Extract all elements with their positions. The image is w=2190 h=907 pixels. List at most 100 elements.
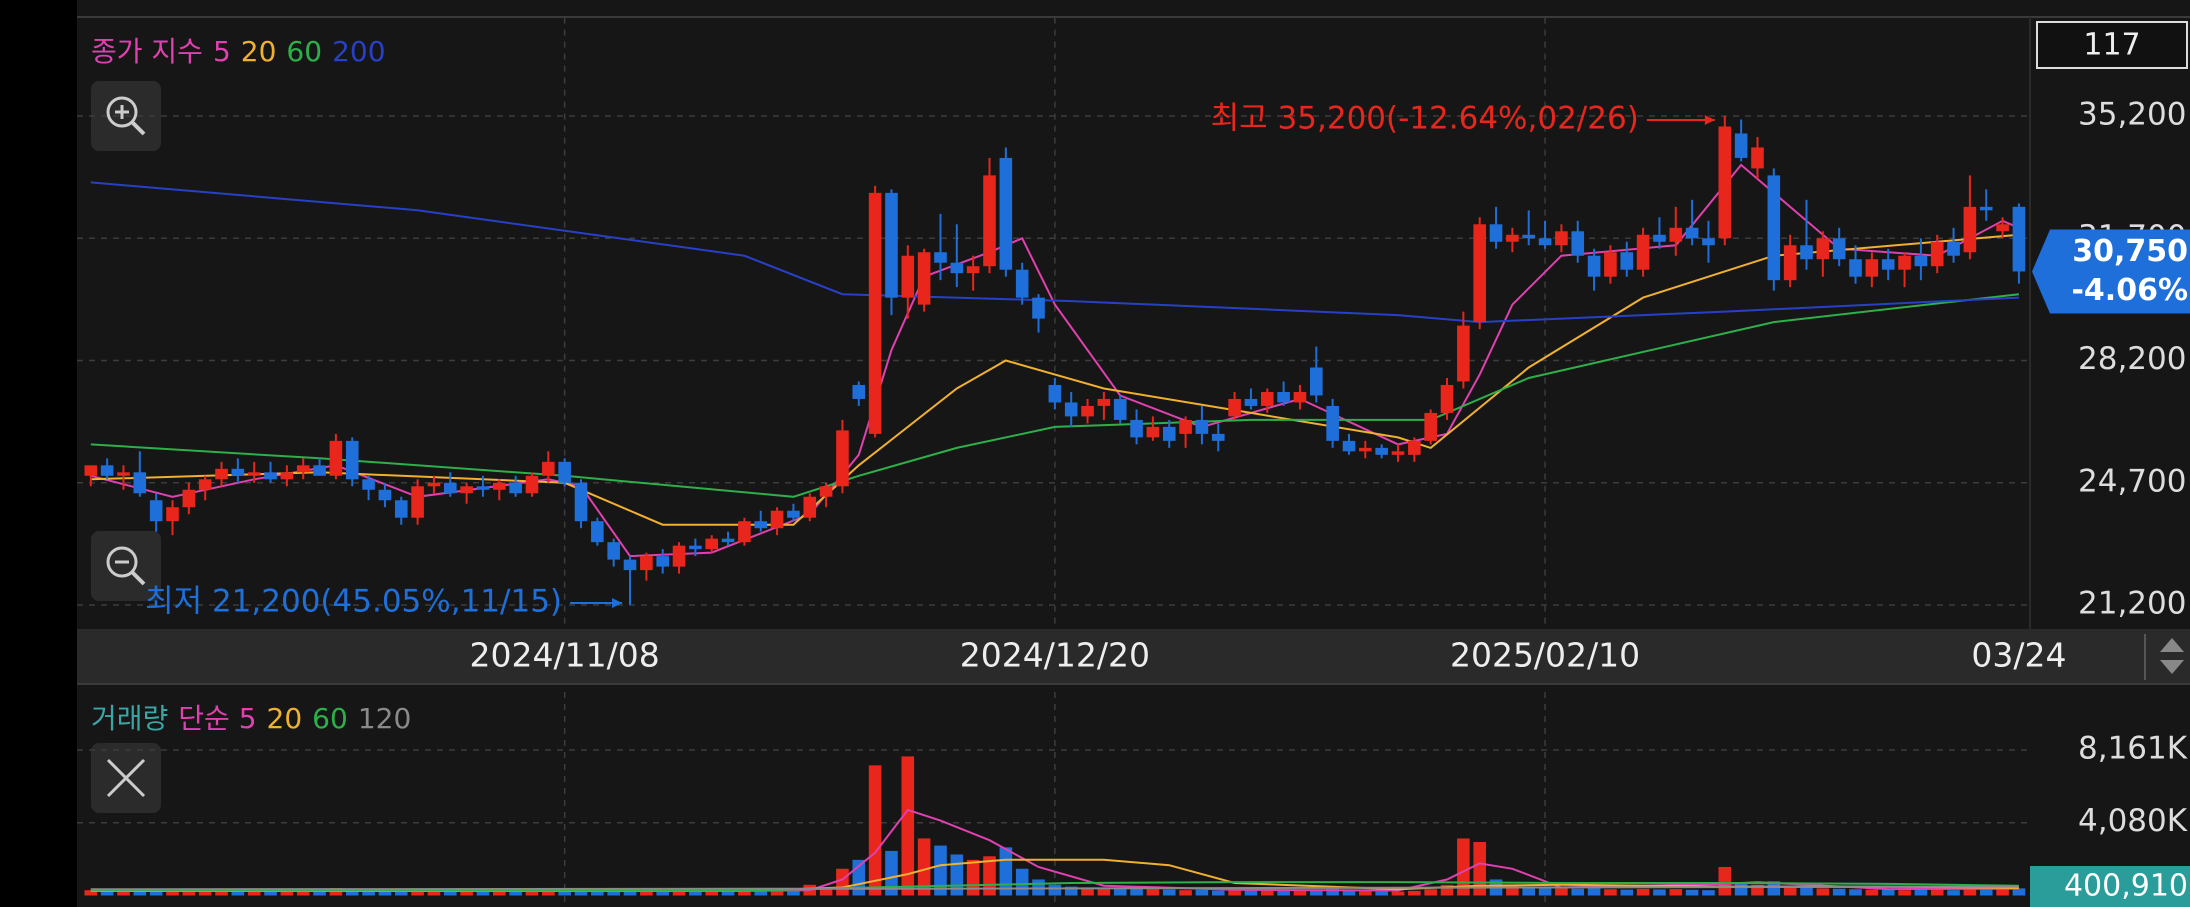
volume-bar	[1310, 889, 1323, 896]
volume-bar	[313, 890, 326, 896]
candle-body	[1702, 238, 1715, 246]
volume-bar	[917, 838, 931, 896]
candle-body	[1113, 398, 1127, 420]
candle-body	[1800, 245, 1813, 260]
volume-bar	[460, 891, 473, 896]
volume-bar	[280, 891, 294, 896]
volume-bar	[394, 890, 408, 896]
volume-bar	[1914, 889, 1928, 896]
candle-body	[1162, 426, 1176, 441]
volume-bar	[1228, 889, 1241, 896]
volume-bar	[1620, 889, 1634, 896]
candle-body	[1538, 238, 1552, 246]
candle-body	[1620, 252, 1634, 270]
candle-body	[1898, 255, 1911, 270]
candle-body	[264, 472, 277, 480]
scroll-up[interactable]	[2160, 638, 2184, 652]
candle-body	[803, 496, 817, 518]
candle-body	[296, 465, 310, 473]
candle-body	[329, 440, 343, 476]
volume-panel	[77, 684, 2190, 907]
candle-body	[640, 556, 653, 571]
candle-body	[574, 482, 588, 522]
scroll-down[interactable]	[2160, 660, 2184, 674]
candle-body	[1506, 234, 1519, 242]
volume-bar	[1097, 888, 1111, 896]
candle-body	[1653, 234, 1666, 242]
candle-body	[443, 482, 457, 494]
candle-body	[1604, 252, 1617, 277]
volume-bar	[411, 890, 424, 896]
close-volume-button[interactable]	[91, 743, 161, 813]
candle-body	[558, 461, 571, 483]
candle-body	[247, 472, 261, 476]
candle-body	[1832, 238, 1846, 260]
candle-body	[1277, 391, 1290, 403]
volume-bar	[558, 890, 571, 896]
candle-body	[1979, 206, 1993, 211]
candle-body	[1457, 325, 1470, 382]
candle-body	[1587, 255, 1601, 277]
scroll-widget[interactable]	[2144, 634, 2184, 680]
candle-body	[1816, 238, 1830, 260]
candle-body	[166, 507, 179, 522]
volume-bar	[1506, 884, 1519, 896]
candle-body	[1228, 398, 1241, 417]
candle-body	[1179, 419, 1192, 434]
volume-bar	[1963, 888, 1977, 896]
candle-body	[1930, 241, 1944, 267]
candle-body	[1081, 405, 1094, 417]
legend: 종가 지수 5 20 60 200	[91, 35, 386, 68]
candle-body	[1571, 231, 1585, 256]
candle-body	[1489, 224, 1503, 242]
x-tick-label: 2024/12/20	[960, 636, 1150, 675]
legend-entry: 20	[267, 702, 303, 735]
volume-bar	[868, 765, 882, 896]
icon	[130, 570, 146, 586]
candle-body	[1342, 440, 1356, 452]
candle-body	[721, 538, 735, 543]
legend: 거래량 단순 5 20 60 120	[91, 702, 411, 735]
volume-bar	[1653, 889, 1666, 896]
volume-bar	[509, 891, 522, 896]
volume-bar	[836, 868, 849, 896]
candle-body	[1669, 227, 1683, 242]
candle-body	[1359, 447, 1372, 452]
volume-bar	[296, 891, 310, 896]
volume-bar	[1130, 888, 1143, 896]
volume-bar	[2012, 888, 2026, 896]
volume-bar	[1522, 886, 1536, 896]
candle-body	[1849, 259, 1862, 277]
volume-bar	[166, 891, 179, 896]
volume-bar	[672, 891, 686, 896]
volume-bar	[1457, 838, 1470, 896]
icon	[130, 120, 146, 136]
candle-body	[1865, 259, 1879, 277]
candle-body	[852, 384, 866, 399]
moving-average-line	[90, 233, 2019, 526]
volume-bar	[1751, 884, 1764, 896]
candle-body	[100, 465, 114, 476]
candle-body	[1326, 405, 1339, 441]
zoom-out-button[interactable]	[91, 531, 161, 601]
high-label: 최고 35,200(-12.64%,02/26)	[1211, 101, 1639, 137]
candle-body	[754, 521, 768, 529]
volume-bar	[738, 890, 751, 896]
candle-body	[1097, 398, 1111, 406]
volume-bar	[247, 891, 261, 896]
candle-body	[117, 472, 130, 476]
volume-bar	[198, 889, 212, 896]
candle-body	[738, 521, 751, 543]
legend-title: 거래량	[91, 702, 168, 735]
volume-bar	[84, 890, 98, 896]
x-tick-label: 2024/11/08	[470, 636, 660, 675]
candle-body	[133, 472, 147, 494]
last-volume: 400,910	[2064, 869, 2188, 904]
candle-body	[1636, 234, 1650, 270]
volume-bar	[133, 889, 147, 896]
candle-body	[231, 468, 245, 476]
volume-bar	[754, 891, 768, 896]
price-panel	[77, 0, 2190, 629]
volume-bar	[1293, 890, 1307, 896]
